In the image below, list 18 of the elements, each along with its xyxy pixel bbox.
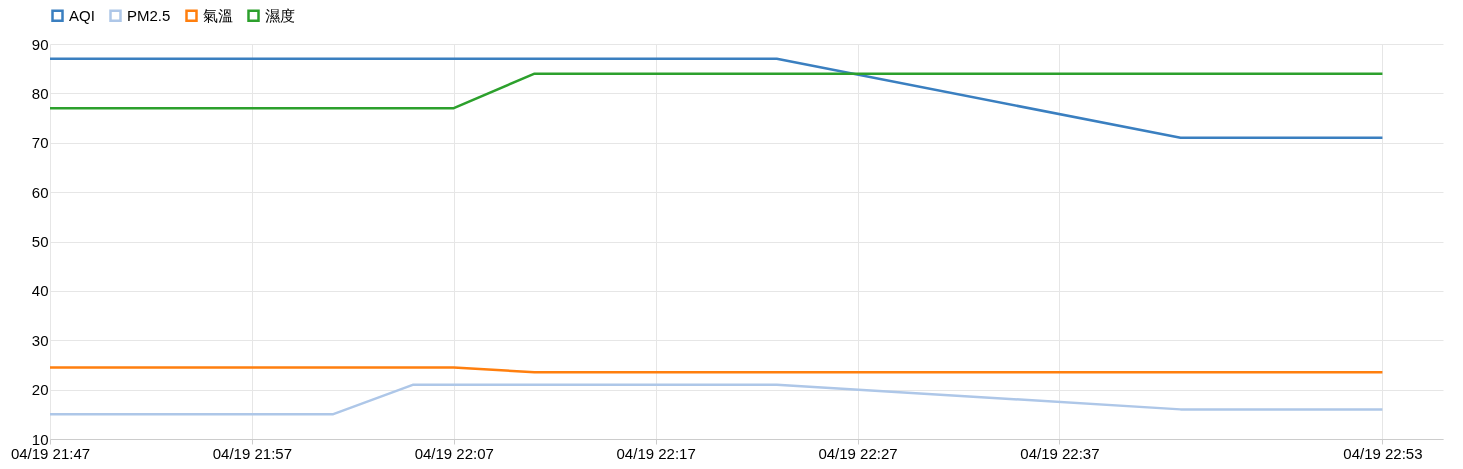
legend-label: AQI (69, 6, 95, 24)
x-tick-label: 04/19 21:57 (212, 444, 293, 462)
x-tick-label: 04/19 22:27 (818, 444, 898, 462)
x-tick-label: 04/19 22:53 (1343, 444, 1423, 462)
x-tick-label: 04/19 22:17 (616, 444, 696, 462)
x-tick-label: 04/19 22:37 (1020, 444, 1100, 462)
y-tick-label: 80 (31, 84, 49, 102)
y-tick-label: 70 (31, 134, 49, 152)
legend-label: PM2.5 (127, 6, 171, 24)
y-tick-label: 30 (31, 331, 49, 349)
y-tick-label: 40 (31, 282, 49, 300)
y-tick-label: 20 (31, 381, 49, 399)
legend-label: 濕度 (265, 6, 295, 24)
x-tick-label: 04/19 22:07 (414, 444, 494, 462)
legend-label: 氣溫 (203, 6, 233, 24)
y-tick-label: 90 (31, 35, 49, 53)
y-tick-label: 60 (31, 183, 49, 201)
y-tick-label: 50 (31, 233, 49, 250)
